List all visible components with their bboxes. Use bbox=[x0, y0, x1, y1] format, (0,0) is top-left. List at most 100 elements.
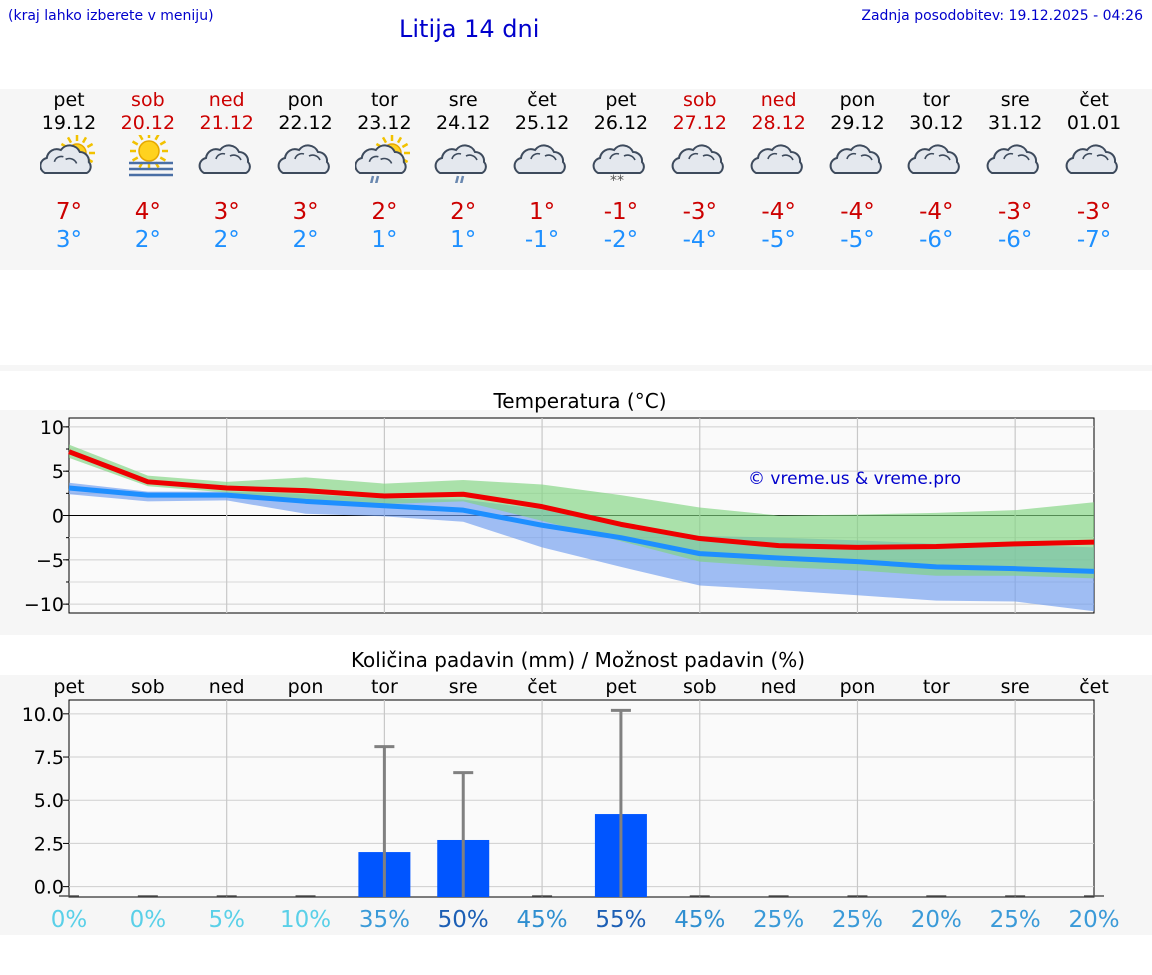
max-temp-line bbox=[68, 449, 1095, 550]
min-temp: 1° bbox=[450, 227, 477, 253]
sun-ray bbox=[81, 136, 88, 144]
cloud-icon bbox=[986, 144, 1039, 174]
cloud-shape bbox=[434, 144, 488, 174]
day-name: ned bbox=[760, 89, 797, 111]
temperature-chart-title: Temperatura (°C) bbox=[492, 389, 666, 413]
max-temp: 3° bbox=[292, 199, 319, 225]
y-tick-label: 0.0 bbox=[34, 877, 64, 899]
sun-cloud-rain-icon bbox=[355, 135, 411, 183]
cloud-icon bbox=[198, 144, 251, 174]
sun-disc bbox=[138, 140, 160, 162]
cloud-icon bbox=[907, 144, 961, 174]
x-category-label: sob bbox=[131, 676, 165, 698]
cloud-rain-icon bbox=[434, 144, 488, 183]
y-tick-label: 0 bbox=[52, 506, 64, 528]
cloud-detail bbox=[845, 152, 873, 161]
max-temp: 4° bbox=[134, 199, 161, 225]
day-date: 26.12 bbox=[593, 112, 649, 134]
x-category-label: sre bbox=[1001, 676, 1030, 698]
min-temp: -2° bbox=[603, 227, 639, 253]
cloud-snow-icon: ** bbox=[592, 144, 645, 183]
max-temp: -4° bbox=[761, 199, 796, 225]
cloud-shape bbox=[986, 144, 1039, 174]
sun-ray bbox=[159, 140, 166, 146]
cloud-shape bbox=[592, 144, 645, 174]
precip-probability-label: 10% bbox=[280, 907, 331, 933]
x-category-label: sre bbox=[449, 676, 478, 698]
precip-probability-label: 25% bbox=[753, 907, 804, 933]
day-name: tor bbox=[370, 89, 398, 111]
sun-ray bbox=[66, 136, 73, 144]
cloud-shape bbox=[277, 144, 330, 174]
last-update: Zadnja posodobitev: 19.12.2025 - 04:26 bbox=[861, 8, 1143, 24]
cloud-icon bbox=[277, 144, 330, 174]
cloud-icon bbox=[907, 144, 961, 174]
sun-ray bbox=[154, 135, 160, 141]
day-date: 21.12 bbox=[199, 112, 254, 134]
y-tick-label: −10 bbox=[24, 594, 64, 616]
min-temp: -5° bbox=[840, 227, 875, 253]
cloud-detail bbox=[369, 155, 393, 164]
day-name: čet bbox=[1079, 89, 1109, 111]
precip-probability-label: 45% bbox=[517, 907, 568, 933]
y-tick-label: 2.5 bbox=[34, 833, 64, 855]
min-temp: -6° bbox=[997, 227, 1033, 253]
cloud-detail bbox=[609, 152, 636, 161]
day-date: 19.12 bbox=[41, 112, 97, 134]
min-temp: 2° bbox=[134, 227, 161, 253]
cloud-detail bbox=[530, 152, 557, 161]
y-tick-label: 5.0 bbox=[34, 790, 64, 812]
cloud-rain-icon bbox=[434, 144, 488, 183]
page-title: Litija 14 dni bbox=[399, 15, 540, 43]
day-name: pon bbox=[287, 89, 324, 111]
precip-probability-label: 0% bbox=[51, 907, 88, 933]
y-tick-label: −5 bbox=[36, 550, 64, 572]
day-date: 24.12 bbox=[436, 112, 491, 134]
x-category-label: pet bbox=[605, 676, 636, 698]
region-hint: (kraj lahko izberete v meniju) bbox=[8, 8, 214, 24]
sun-fog-icon bbox=[128, 135, 173, 177]
x-category-label: pet bbox=[53, 676, 84, 698]
x-category-label: tor bbox=[923, 676, 950, 698]
sun-ray bbox=[402, 142, 409, 149]
max-temp: -3° bbox=[997, 199, 1033, 225]
sun-cloud-icon bbox=[40, 135, 95, 174]
rain-drop bbox=[460, 175, 465, 183]
day-name: ned bbox=[208, 89, 245, 111]
y-tick-label: 10 bbox=[40, 417, 64, 439]
max-temp: -1° bbox=[603, 199, 639, 225]
min-temp: 2° bbox=[292, 227, 319, 253]
cloud-icon bbox=[513, 144, 566, 174]
cloud-icon bbox=[277, 144, 330, 174]
precip-probability-label: 0% bbox=[130, 907, 167, 933]
cloud-icon bbox=[750, 144, 803, 174]
cloud-icon bbox=[1065, 144, 1118, 174]
min-temp: -7° bbox=[1076, 227, 1112, 253]
max-temp: 1° bbox=[529, 199, 556, 225]
sun-ray bbox=[397, 136, 403, 144]
day-date: 29.12 bbox=[830, 112, 885, 134]
cloud-shape bbox=[750, 144, 803, 174]
cloud-shape bbox=[1065, 144, 1118, 174]
y-tick-label: 7.5 bbox=[34, 747, 64, 769]
day-date: 23.12 bbox=[357, 112, 412, 134]
min-temp-range-band bbox=[69, 482, 1094, 612]
cloud-snow-icon: ** bbox=[592, 144, 645, 183]
day-date: 31.12 bbox=[987, 112, 1043, 134]
max-temp: -3° bbox=[682, 199, 718, 225]
max-temp: 2° bbox=[371, 199, 398, 225]
precip-probability-label: 55% bbox=[595, 907, 646, 933]
precip-probability-label: 50% bbox=[438, 907, 489, 933]
max-temp: -3° bbox=[1076, 199, 1112, 225]
min-temp: 2° bbox=[213, 227, 240, 253]
sun-ray bbox=[138, 135, 144, 141]
day-name: pet bbox=[53, 89, 85, 111]
x-category-label: ned bbox=[761, 676, 797, 698]
x-category-label: pon bbox=[840, 676, 876, 698]
cloud-shape bbox=[907, 144, 961, 174]
cloud-detail bbox=[1082, 152, 1109, 161]
max-temp: 3° bbox=[213, 199, 240, 225]
day-date: 25.12 bbox=[514, 112, 570, 134]
cloud-icon bbox=[750, 144, 803, 174]
min-temp: 3° bbox=[55, 227, 83, 253]
